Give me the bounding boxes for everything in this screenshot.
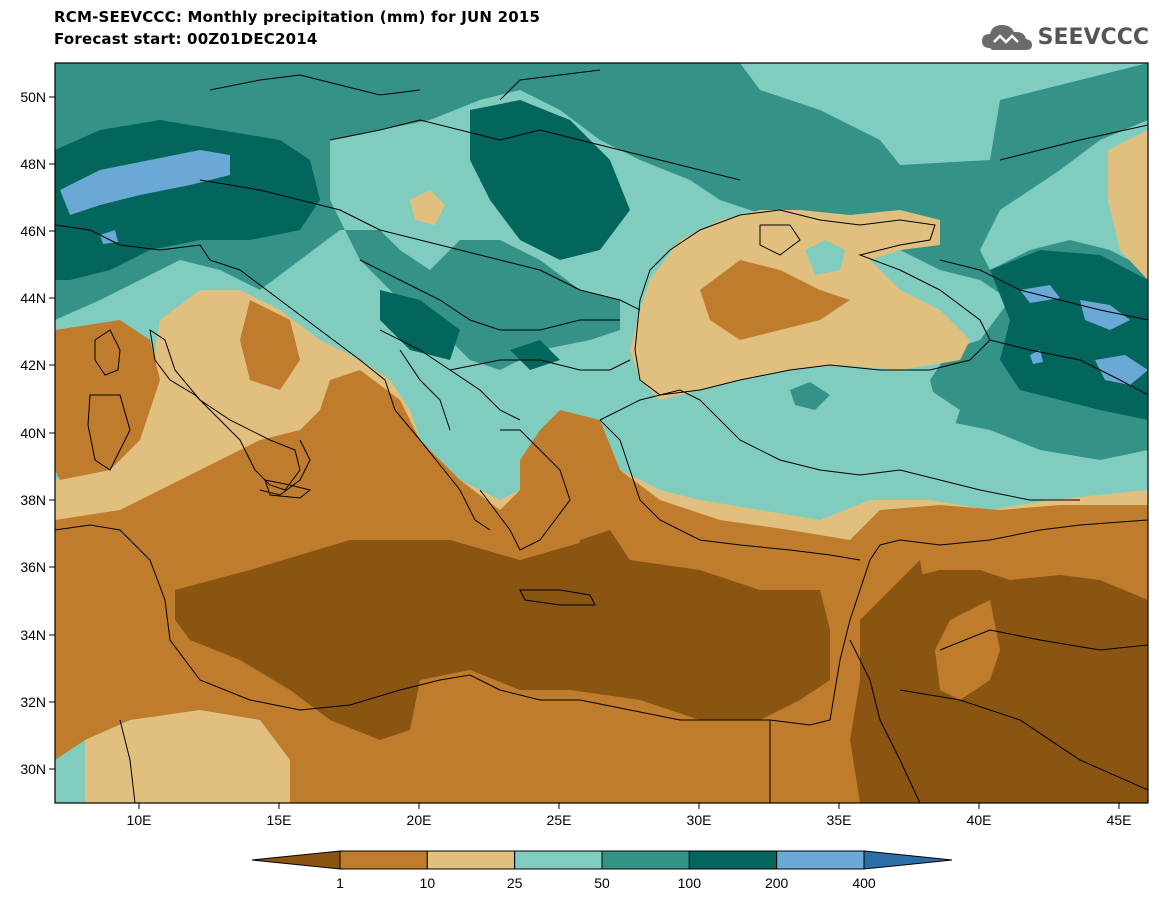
colorbar: 1 10 25 50 100 200 400 <box>251 850 953 891</box>
colorbar-segment <box>601 850 690 870</box>
lat-label: 32N <box>20 694 46 710</box>
lon-label: 20E <box>407 812 432 828</box>
colorbar-segment <box>339 850 428 870</box>
lat-label: 34N <box>20 627 46 643</box>
colorbar-label: 10 <box>420 875 436 891</box>
lat-label: 38N <box>20 492 46 508</box>
lat-label: 42N <box>20 357 46 373</box>
colorbar-label: 1 <box>336 875 344 891</box>
logo-text: SEEVCCC <box>1037 24 1149 50</box>
forecast-start-subtitle: Forecast start: 00Z01DEC2014 <box>54 30 318 48</box>
precipitation-field <box>55 63 1148 803</box>
colorbar-label: 100 <box>678 875 702 891</box>
cloud-logo-icon <box>981 25 1032 50</box>
colorbar-label: 25 <box>507 875 523 891</box>
colorbar-segment <box>514 850 603 870</box>
lon-label: 40E <box>967 812 992 828</box>
latitude-axis: 50N 48N 46N 44N 42N 40N 38N 36N 34N 32N … <box>20 89 55 777</box>
lon-label: 35E <box>827 812 852 828</box>
colorbar-label: 200 <box>765 875 789 891</box>
lat-label: 48N <box>20 156 46 172</box>
colorbar-label: 50 <box>594 875 610 891</box>
lat-label: 36N <box>20 559 46 575</box>
colorbar-segment <box>776 850 865 870</box>
colorbar-segment <box>251 850 341 870</box>
seevccc-logo: SEEVCCC <box>980 20 1149 54</box>
lat-label: 30N <box>20 761 46 777</box>
lon-label: 30E <box>687 812 712 828</box>
lat-label: 44N <box>20 290 46 306</box>
lat-label: 40N <box>20 425 46 441</box>
map-title: RCM-SEEVCCC: Monthly precipitation (mm) … <box>54 8 541 26</box>
lon-label: 45E <box>1107 812 1132 828</box>
lat-label: 50N <box>20 89 46 105</box>
colorbar-segment <box>426 850 516 870</box>
colorbar-segment <box>688 850 778 870</box>
lat-label: 46N <box>20 223 46 239</box>
colorbar-segment <box>863 850 953 870</box>
longitude-axis: 10E 15E 20E 25E 30E 35E 40E 45E <box>127 803 1132 828</box>
coastlines-borders <box>55 69 1148 803</box>
colorbar-label: 400 <box>852 875 876 891</box>
lon-label: 25E <box>547 812 572 828</box>
lon-label: 15E <box>267 812 292 828</box>
lon-label: 10E <box>127 812 152 828</box>
